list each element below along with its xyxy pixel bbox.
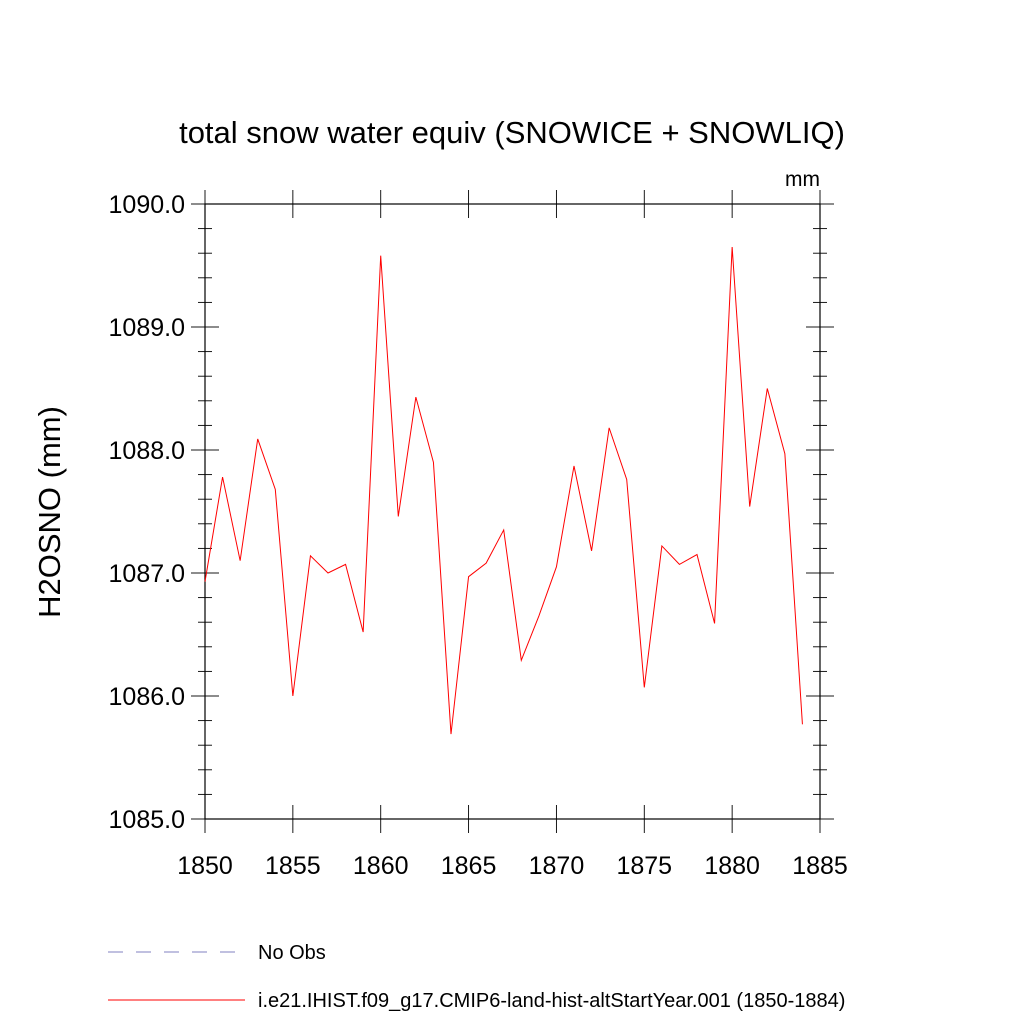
x-tick-label: 1855 [265,852,321,880]
y-tick-label: 1086.0 [109,683,185,711]
y-tick-label: 1085.0 [109,806,185,834]
y-tick-label: 1087.0 [109,560,185,588]
x-tick-label: 1870 [529,852,585,880]
legend-label: i.e21.IHIST.f09_g17.CMIP6-land-hist-altS… [258,990,845,1012]
legend: No Obs i.e21.IHIST.f09_g17.CMIP6-land-his… [108,942,845,1012]
units-label: mm [785,168,820,191]
y-axis-label: H2OSNO (mm) [32,406,67,618]
x-tick-label: 1875 [616,852,672,880]
chart-title: total snow water equiv (SNOWICE + SNOWLI… [179,115,845,150]
axis-ticks: 1085.0 1086.0 1087.0 1088.0 1089.0 1090.0 1850… [109,190,848,880]
x-tick-label: 1885 [792,852,848,880]
x-tick-label: 1880 [704,852,760,880]
legend-label: No Obs [258,942,326,964]
series-layer [204,247,803,735]
plot-frame [204,203,821,820]
series-line [204,247,803,735]
y-tick-label: 1090.0 [109,191,185,219]
y-tick-label: 1088.0 [109,437,185,465]
x-tick-label: 1850 [177,852,233,880]
x-tick-label: 1865 [441,852,497,880]
x-tick-label: 1860 [353,852,409,880]
y-tick-label: 1089.0 [109,314,185,342]
